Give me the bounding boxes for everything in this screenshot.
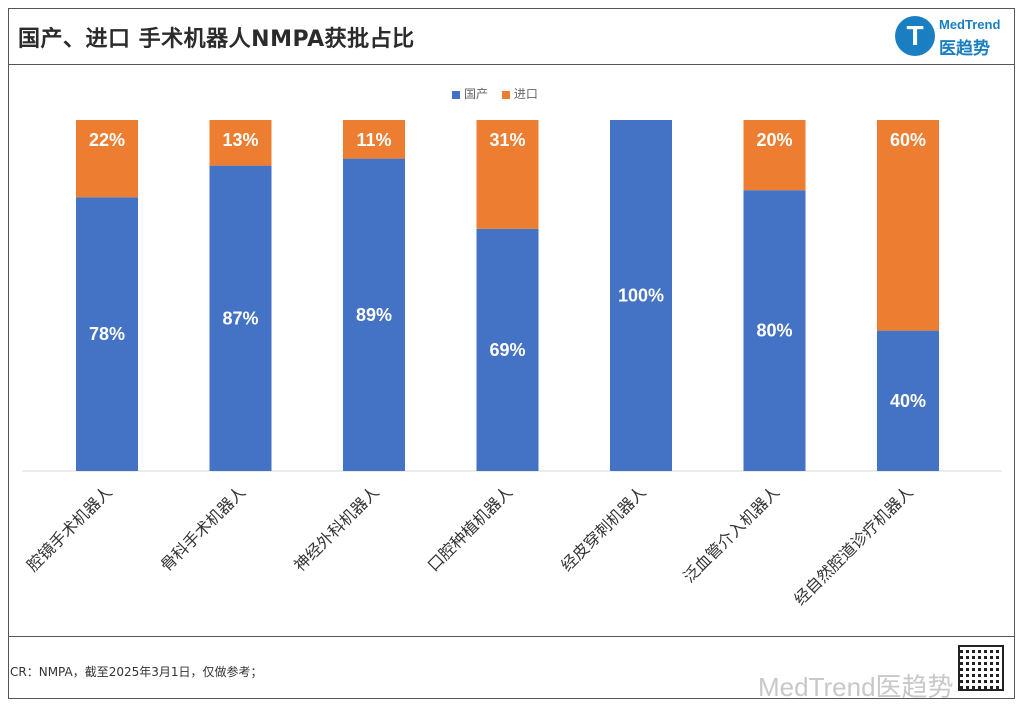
data-label-domestic-0: 78% bbox=[89, 324, 125, 344]
outer-frame bbox=[8, 8, 1015, 699]
data-label-domestic-4: 100% bbox=[618, 286, 664, 306]
bar-import-1 bbox=[209, 120, 272, 166]
bar-domestic-5 bbox=[743, 190, 806, 471]
bar-import-0 bbox=[76, 120, 138, 198]
logo-text-cn: 医趋势 bbox=[939, 39, 990, 59]
data-label-import-3: 31% bbox=[489, 130, 525, 150]
footer: CR：NMPA，截至2025年3月1日，仅做参考； MedTrend医趋势 bbox=[8, 636, 1015, 702]
data-label-import-5: 20% bbox=[756, 130, 792, 150]
legend-swatch-import bbox=[501, 90, 510, 99]
category-label-5: 泛血管介入机器人 bbox=[679, 482, 783, 586]
legend-label-import: 进口 bbox=[513, 87, 538, 101]
category-label-1: 骨科手术机器人 bbox=[157, 482, 250, 575]
bar-import-5 bbox=[743, 120, 806, 191]
bar-domestic-2 bbox=[343, 158, 405, 472]
source-note: CR：NMPA，截至2025年3月1日，仅做参考； bbox=[10, 665, 263, 679]
category-label-4: 经皮穿刺机器人 bbox=[557, 482, 650, 575]
data-label-domestic-1: 87% bbox=[222, 308, 258, 328]
data-label-import-6: 60% bbox=[890, 130, 926, 150]
legend-item-domestic: 国产 bbox=[452, 87, 492, 101]
medtrend-logo: T MedTrend 医趋势 bbox=[895, 14, 1005, 59]
bar-domestic-1 bbox=[209, 165, 272, 471]
bar-domestic-4 bbox=[610, 120, 672, 471]
legend-label-domestic: 国产 bbox=[464, 87, 489, 101]
data-label-domestic-5: 80% bbox=[756, 321, 792, 341]
stacked-bar-chart: 78% 22% 腔镜手术机器人 87% 13% 骨科手术机器人 89% 11% 神经外科机器人 6… bbox=[22, 120, 1002, 609]
bar-domestic-6 bbox=[877, 330, 939, 471]
bar-import-6 bbox=[877, 120, 939, 331]
bar-import-3 bbox=[476, 120, 539, 229]
logo-icon: T bbox=[895, 16, 935, 56]
category-label-6: 经自然腔道诊疗机器人 bbox=[790, 482, 917, 609]
data-label-domestic-2: 89% bbox=[356, 305, 392, 325]
data-label-domestic-6: 40% bbox=[890, 391, 926, 411]
chart-legend: 国产 进口 bbox=[452, 85, 548, 102]
data-label-domestic-3: 69% bbox=[489, 340, 525, 360]
qr-code-icon bbox=[958, 645, 1004, 691]
logo-text-en: MedTrend bbox=[939, 17, 1001, 32]
watermark: MedTrend医趋势 bbox=[758, 672, 954, 702]
category-label-2: 神经外科机器人 bbox=[290, 482, 383, 575]
bar-domestic-0 bbox=[76, 197, 138, 471]
data-label-import-1: 13% bbox=[222, 130, 258, 150]
legend-swatch-domestic bbox=[452, 90, 460, 99]
legend-item-import: 进口 bbox=[501, 87, 538, 101]
page-title: 国产、进口 手术机器人NMPA获批占比 bbox=[18, 27, 415, 52]
header: 国产、进口 手术机器人NMPA获批占比 T MedTrend 医趋势 bbox=[8, 8, 1015, 65]
data-label-import-2: 11% bbox=[356, 130, 391, 150]
bar-import-2 bbox=[343, 120, 405, 159]
bar-domestic-3 bbox=[476, 228, 539, 471]
data-label-import-0: 22% bbox=[89, 130, 125, 150]
category-label-3: 口腔种植机器人 bbox=[424, 482, 517, 575]
category-label-0: 腔镜手术机器人 bbox=[23, 482, 116, 575]
